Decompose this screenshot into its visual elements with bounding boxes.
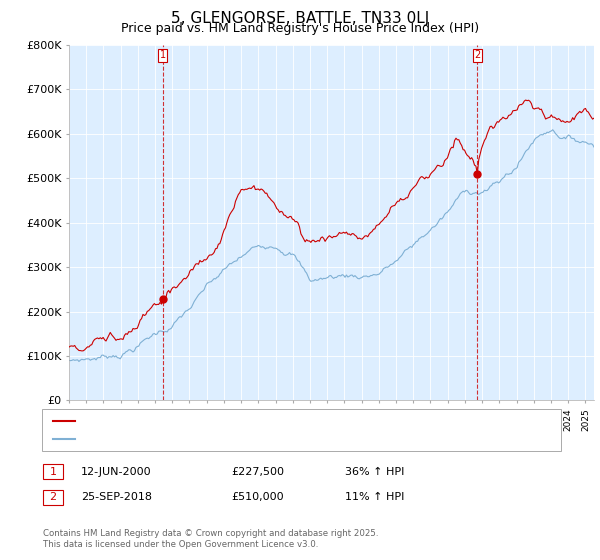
Text: Price paid vs. HM Land Registry's House Price Index (HPI): Price paid vs. HM Land Registry's House … [121, 22, 479, 35]
Text: 25-SEP-2018: 25-SEP-2018 [81, 492, 152, 502]
Text: 5, GLENGORSE, BATTLE, TN33 0LJ: 5, GLENGORSE, BATTLE, TN33 0LJ [171, 11, 429, 26]
Text: 2: 2 [475, 50, 481, 60]
Text: 2: 2 [50, 492, 56, 502]
Text: 11% ↑ HPI: 11% ↑ HPI [345, 492, 404, 502]
Text: HPI: Average price, detached house, Rother: HPI: Average price, detached house, Roth… [79, 434, 307, 444]
Text: Contains HM Land Registry data © Crown copyright and database right 2025.
This d: Contains HM Land Registry data © Crown c… [43, 529, 379, 549]
Text: £227,500: £227,500 [231, 466, 284, 477]
Text: 1: 1 [160, 50, 166, 60]
Text: 12-JUN-2000: 12-JUN-2000 [81, 466, 152, 477]
Text: £510,000: £510,000 [231, 492, 284, 502]
Text: 36% ↑ HPI: 36% ↑ HPI [345, 466, 404, 477]
Text: 5, GLENGORSE, BATTLE, TN33 0LJ (detached house): 5, GLENGORSE, BATTLE, TN33 0LJ (detached… [79, 417, 349, 426]
Text: 1: 1 [50, 466, 56, 477]
